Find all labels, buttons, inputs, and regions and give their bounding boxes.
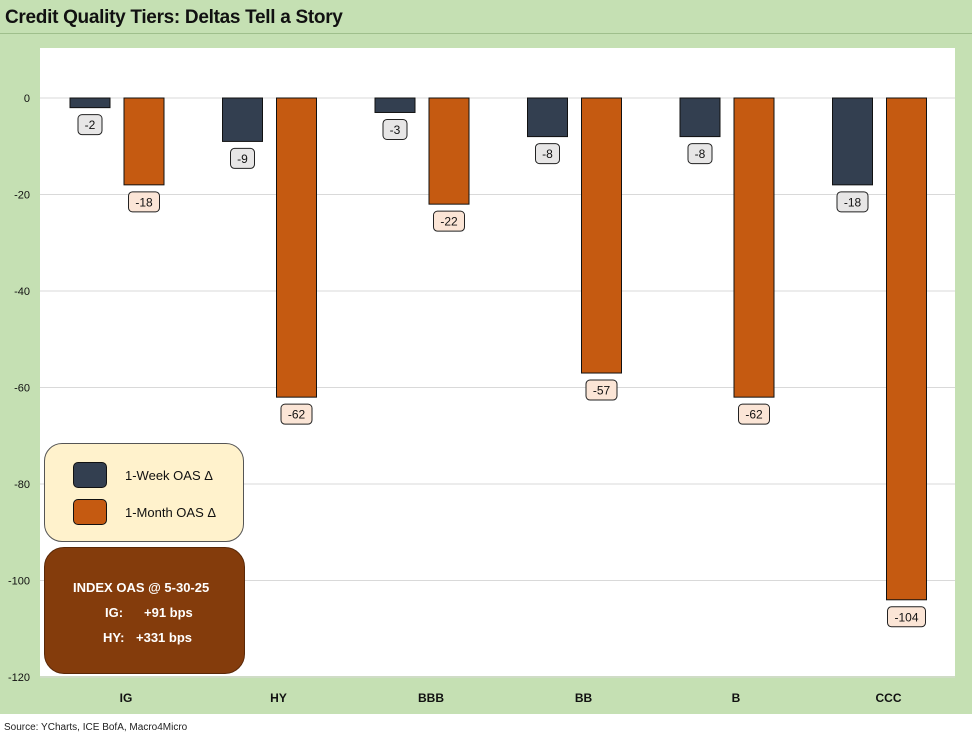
x-tick-label-ccc: CCC	[876, 691, 902, 705]
bar-week-hy	[222, 97, 263, 142]
bar-week-b	[679, 97, 721, 138]
y-tick-label: -20	[14, 190, 30, 202]
index-oas-box: INDEX OAS @ 5-30-25 IG: +91 bps HY: +331…	[44, 547, 245, 674]
bar-month-ccc	[886, 97, 927, 601]
index-ig-value: +91 bps	[144, 605, 193, 620]
bar-month-bbb	[428, 97, 470, 205]
x-axis-ticks: IG HY BBB BB B CCC	[120, 691, 902, 705]
chart-title: Credit Quality Tiers: Deltas Tell a Stor…	[5, 7, 343, 28]
bar-week-bbb	[374, 97, 416, 113]
y-tick-label: -80	[14, 479, 30, 491]
legend-swatch-week	[73, 462, 107, 488]
data-label-box-month-bb	[585, 379, 618, 401]
y-tick-label: -120	[8, 672, 30, 684]
y-tick-label: -40	[14, 286, 30, 298]
legend: 1-Week OAS Δ 1-Month OAS Δ	[44, 443, 244, 542]
gridlines	[40, 97, 955, 678]
bar-week-ig	[69, 97, 111, 109]
x-tick-label-ig: IG	[120, 691, 133, 705]
data-label-month-b: -62	[745, 408, 763, 422]
data-labels: -2 -18 -9 -62 -3 -22 -8 -57 -8 -62 -18 -104	[77, 114, 926, 628]
x-tick-label-bbb: BBB	[418, 691, 444, 705]
data-label-box-month-b	[738, 403, 770, 425]
data-label-box-week-bb	[535, 143, 560, 165]
bar-month-b	[733, 97, 775, 398]
data-label-week-ccc: -18	[844, 195, 862, 209]
index-ig-key: IG:	[105, 605, 124, 620]
index-oas-title: INDEX OAS @ 5-30-25	[73, 580, 210, 595]
data-label-box-week-ccc	[836, 191, 869, 213]
x-tick-label-b: B	[732, 691, 741, 705]
data-label-week-bbb: -3	[390, 123, 401, 137]
legend-item-month: 1-Month OAS Δ	[73, 497, 216, 527]
data-label-month-bbb: -22	[440, 215, 458, 229]
bar-month-ig	[123, 97, 165, 186]
data-label-box-week-ig	[77, 114, 103, 136]
y-tick-label: -60	[14, 383, 30, 395]
index-hy-key: HY:	[103, 630, 125, 645]
data-label-box-week-b	[687, 143, 713, 165]
bar-month-bb	[581, 97, 622, 374]
bar-week-bb	[527, 97, 568, 138]
index-hy-value: +331 bps	[136, 630, 193, 645]
data-label-month-bb: -57	[593, 384, 611, 398]
bar-week-ccc	[832, 97, 873, 186]
bar-month-hy	[276, 97, 317, 398]
title-bar: Credit Quality Tiers: Deltas Tell a Stor…	[0, 0, 972, 34]
data-label-month-hy: -62	[288, 408, 306, 422]
data-label-box-month-ig	[128, 191, 160, 213]
data-label-week-ig: -2	[85, 118, 96, 132]
data-label-box-week-bbb	[382, 118, 408, 140]
y-tick-label: -100	[8, 576, 30, 588]
x-tick-label-hy: HY	[270, 691, 287, 705]
x-tick-label-bb: BB	[575, 691, 593, 705]
data-label-box-month-ccc	[887, 606, 926, 628]
legend-swatch-month	[73, 499, 107, 525]
data-label-month-ccc: -104	[894, 610, 918, 624]
data-label-box-month-hy	[280, 403, 313, 425]
data-label-box-month-bbb	[433, 210, 465, 232]
data-label-week-b: -8	[695, 147, 706, 161]
bars	[69, 97, 927, 601]
data-label-week-hy: -9	[237, 152, 248, 166]
legend-label-week: 1-Week OAS Δ	[125, 467, 213, 483]
source-note: Source: YCharts, ICE BofA, Macro4Micro	[4, 722, 188, 733]
data-label-box-week-hy	[230, 147, 255, 169]
legend-item-week: 1-Week OAS Δ	[73, 460, 213, 490]
y-axis-ticks: 0 -20 -40 -60 -80 -100 -120	[8, 93, 30, 684]
data-label-month-ig: -18	[135, 195, 153, 209]
y-tick-label: 0	[24, 93, 30, 105]
data-label-week-bb: -8	[542, 147, 553, 161]
legend-label-month: 1-Month OAS Δ	[125, 504, 217, 520]
